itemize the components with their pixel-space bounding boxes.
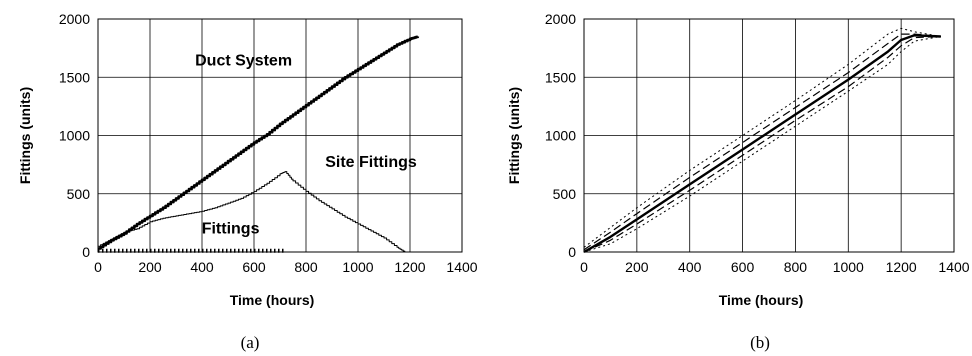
chart-b-xtick-label: 1200 [886,259,917,275]
chart-a-series-duct-system [98,35,420,250]
chart-b-series-2 [583,35,941,253]
chart-a-xtick-label: 1400 [446,259,477,275]
chart-a-ytick-label: 2000 [59,11,90,27]
chart-b-ytick-label: 0 [568,244,576,260]
chart-b: 0 200 400 600 800 1000 1200 1400 0 500 1000 1500 200… [506,11,970,352]
chart-b-xtick-label: 200 [625,259,649,275]
chart-a-xtick-label: 1000 [342,259,373,275]
chart-b-ytick-label: 500 [553,186,577,202]
chart-a-ytick-label: 1000 [59,128,90,144]
chart-a-xtick-label: 200 [138,259,162,275]
chart-a-annotation: Duct System [195,53,292,70]
chart-b-ytick-label: 1500 [545,69,576,85]
chart-a-ytick-label: 1500 [59,69,90,85]
chart-a-xtick-label: 0 [94,259,102,275]
chart-b-series-3 [583,27,941,248]
chart-a-caption: (a) [241,333,260,352]
chart-a-annotation: Site Fittings [325,154,417,171]
chart-b-x-axis-label: Time (hours) [719,292,804,308]
chart-a-xtick-label: 1200 [394,259,425,275]
chart-a: 0 200 400 600 800 1000 1200 1400 0 500 1000 1500 200… [17,11,478,352]
chart-b-xtick-label: 600 [731,259,755,275]
chart-b-y-axis-label: Fittings (units) [506,87,522,184]
chart-b-caption: (b) [750,333,770,352]
chart-a-xtick-label: 600 [242,259,266,275]
chart-b-xtick-label: 0 [580,259,588,275]
chart-a-y-axis-label: Fittings (units) [17,87,33,184]
chart-b-plot-frame [583,18,955,253]
chart-b-xtick-label: 1400 [938,259,969,275]
chart-b-series-1 [583,33,941,251]
chart-a-ytick-label: 0 [82,244,90,260]
chart-b-series-4 [583,36,941,253]
chart-a-plot-frame [97,18,463,253]
chart-b-series-0 [583,34,941,254]
chart-a-xtick-label: 400 [190,259,214,275]
chart-a-ytick-label: 500 [67,186,91,202]
chart-b-ytick-label: 2000 [545,11,576,27]
chart-a-x-axis-label: Time (hours) [230,292,315,308]
chart-b-ytick-label: 1000 [545,128,576,144]
chart-b-xtick-label: 800 [784,259,808,275]
chart-b-xtick-label: 400 [678,259,702,275]
chart-a-xtick-label: 800 [294,259,318,275]
chart-a-series-site-fittings [98,171,406,252]
chart-a-annotation: Fittings [202,220,260,237]
chart-b-xtick-label: 1000 [833,259,864,275]
